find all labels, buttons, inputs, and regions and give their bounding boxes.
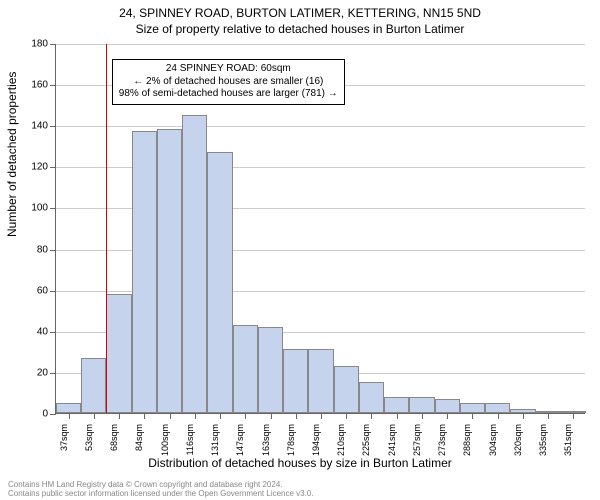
x-tick: [195, 413, 196, 419]
x-tick: [170, 413, 171, 419]
chart-title-sub: Size of property relative to detached ho…: [0, 20, 600, 36]
y-tick: [50, 414, 56, 415]
chart-title-main: 24, SPINNEY ROAD, BURTON LATIMER, KETTER…: [0, 0, 600, 20]
histogram-bar: [132, 131, 157, 413]
x-tick: [498, 413, 499, 419]
annotation-line: 24 SPINNEY ROAD: 60sqm: [119, 63, 338, 76]
y-tick-label: 160: [31, 80, 48, 91]
reference-line: [106, 44, 108, 413]
x-tick-label: 288sqm: [462, 424, 472, 456]
histogram-bar: [359, 382, 384, 413]
y-tick-label: 100: [31, 203, 48, 214]
annotation-line: ← 2% of detached houses are smaller (16): [119, 76, 338, 89]
histogram-bar: [460, 403, 485, 413]
x-tick-label: 273sqm: [437, 424, 447, 456]
x-tick: [245, 413, 246, 419]
x-tick-label: 320sqm: [513, 424, 523, 456]
y-tick-label: 120: [31, 162, 48, 173]
histogram-bar: [56, 403, 81, 413]
histogram-bar: [157, 129, 182, 413]
y-tick-label: 40: [37, 326, 48, 337]
x-axis-title: Distribution of detached houses by size …: [0, 456, 600, 470]
x-tick-label: 147sqm: [235, 424, 245, 456]
histogram-bar: [409, 397, 434, 413]
y-tick: [50, 250, 56, 251]
x-tick: [447, 413, 448, 419]
histogram-bar: [81, 358, 106, 414]
x-tick: [271, 413, 272, 419]
x-tick: [422, 413, 423, 419]
y-tick-label: 80: [37, 244, 48, 255]
y-tick: [50, 126, 56, 127]
y-tick-label: 60: [37, 285, 48, 296]
histogram-bar: [334, 366, 359, 413]
x-tick-label: 163sqm: [261, 424, 271, 456]
y-tick-label: 180: [31, 39, 48, 50]
x-tick-label: 53sqm: [84, 424, 94, 451]
x-tick: [573, 413, 574, 419]
grid-line: [56, 44, 585, 45]
annotation-box: 24 SPINNEY ROAD: 60sqm← 2% of detached h…: [112, 59, 345, 105]
x-tick-label: 210sqm: [336, 424, 346, 456]
y-tick: [50, 44, 56, 45]
x-tick: [69, 413, 70, 419]
x-tick-label: 37sqm: [59, 424, 69, 451]
histogram-bar: [233, 325, 258, 413]
x-tick: [397, 413, 398, 419]
chart-container: 24, SPINNEY ROAD, BURTON LATIMER, KETTER…: [0, 0, 600, 500]
y-tick: [50, 85, 56, 86]
histogram-bar: [283, 349, 308, 413]
footer-line-2: Contains public sector information licen…: [8, 489, 314, 498]
y-tick: [50, 332, 56, 333]
x-tick-label: 68sqm: [109, 424, 119, 451]
y-tick: [50, 167, 56, 168]
x-tick-label: 84sqm: [134, 424, 144, 451]
x-tick: [346, 413, 347, 419]
x-tick: [321, 413, 322, 419]
x-tick-label: 335sqm: [538, 424, 548, 456]
x-tick: [119, 413, 120, 419]
y-tick: [50, 208, 56, 209]
x-tick-label: 131sqm: [210, 424, 220, 456]
histogram-bar: [435, 399, 460, 413]
x-tick-label: 304sqm: [488, 424, 498, 456]
histogram-bar: [182, 115, 207, 413]
x-tick-label: 225sqm: [361, 424, 371, 456]
x-tick-label: 100sqm: [160, 424, 170, 456]
x-tick-label: 351sqm: [563, 424, 573, 456]
footer-line-1: Contains HM Land Registry data © Crown c…: [8, 480, 314, 489]
plot-area: 02040608010012014016018037sqm53sqm68sqm8…: [55, 44, 585, 414]
y-tick: [50, 373, 56, 374]
x-tick: [523, 413, 524, 419]
x-tick-label: 116sqm: [185, 424, 195, 455]
x-tick-label: 178sqm: [286, 424, 296, 456]
x-tick: [296, 413, 297, 419]
histogram-bar: [258, 327, 283, 413]
x-tick-label: 194sqm: [311, 424, 321, 456]
x-tick: [371, 413, 372, 419]
y-tick-label: 0: [42, 409, 48, 420]
x-tick: [144, 413, 145, 419]
x-tick: [472, 413, 473, 419]
y-tick-label: 20: [37, 367, 48, 378]
histogram-bar: [207, 152, 232, 413]
histogram-bar: [384, 397, 409, 413]
x-tick-label: 241sqm: [387, 424, 397, 456]
histogram-bar: [485, 403, 510, 413]
x-tick: [548, 413, 549, 419]
x-tick: [94, 413, 95, 419]
y-tick-label: 140: [31, 121, 48, 132]
grid-line: [56, 126, 585, 127]
x-tick-label: 257sqm: [412, 424, 422, 456]
footer-attribution: Contains HM Land Registry data © Crown c…: [8, 480, 314, 498]
histogram-bar: [308, 349, 333, 413]
y-axis-title: Number of detached properties: [5, 72, 19, 237]
histogram-bar: [106, 294, 131, 413]
y-tick: [50, 291, 56, 292]
annotation-line: 98% of semi-detached houses are larger (…: [119, 88, 338, 101]
x-tick: [220, 413, 221, 419]
